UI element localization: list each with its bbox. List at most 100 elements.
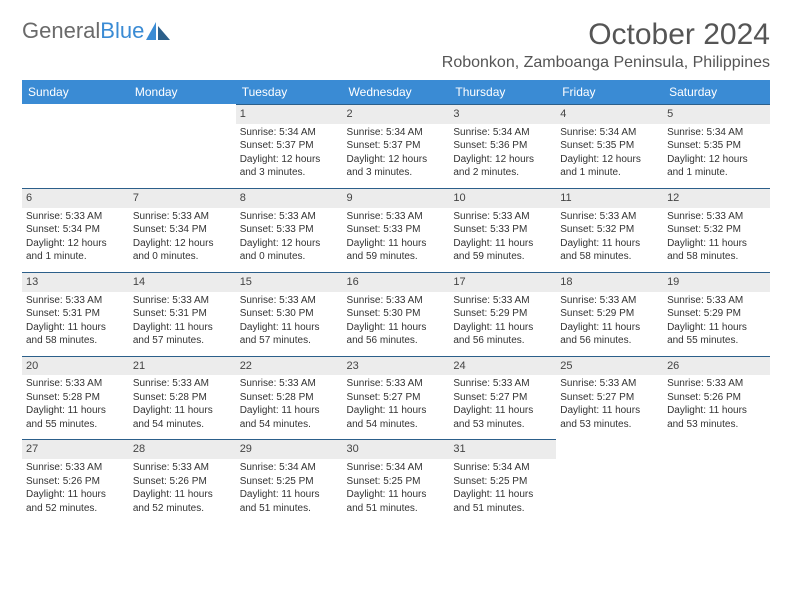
sunrise-text: Sunrise: 5:33 AM [453,210,552,224]
day-number: 28 [129,439,236,459]
daylight-text: Daylight: 12 hours and 1 minute. [667,153,766,180]
sunset-text: Sunset: 5:31 PM [133,307,232,321]
day-cell: 4Sunrise: 5:34 AMSunset: 5:35 PMDaylight… [556,104,663,188]
day-cell: 20Sunrise: 5:33 AMSunset: 5:28 PMDayligh… [22,356,129,440]
day-cell: 5Sunrise: 5:34 AMSunset: 5:35 PMDaylight… [663,104,770,188]
sunset-text: Sunset: 5:33 PM [347,223,446,237]
daylight-text: Daylight: 11 hours and 54 minutes. [240,404,339,431]
day-cell: 29Sunrise: 5:34 AMSunset: 5:25 PMDayligh… [236,439,343,523]
day-number: 10 [449,188,556,208]
sunrise-text: Sunrise: 5:33 AM [240,377,339,391]
calendar-body: 1Sunrise: 5:34 AMSunset: 5:37 PMDaylight… [22,104,770,523]
day-cell: 22Sunrise: 5:33 AMSunset: 5:28 PMDayligh… [236,356,343,440]
sunrise-text: Sunrise: 5:33 AM [240,210,339,224]
dow-saturday: Saturday [663,80,770,104]
day-cell: 8Sunrise: 5:33 AMSunset: 5:33 PMDaylight… [236,188,343,272]
sunrise-text: Sunrise: 5:33 AM [560,377,659,391]
sunrise-text: Sunrise: 5:34 AM [240,126,339,140]
calendar-week-row: 6Sunrise: 5:33 AMSunset: 5:34 PMDaylight… [22,188,770,272]
sunrise-text: Sunrise: 5:33 AM [26,377,125,391]
sunset-text: Sunset: 5:28 PM [26,391,125,405]
day-cell: 2Sunrise: 5:34 AMSunset: 5:37 PMDaylight… [343,104,450,188]
sunset-text: Sunset: 5:28 PM [240,391,339,405]
day-number: 12 [663,188,770,208]
day-number: 17 [449,272,556,292]
sunset-text: Sunset: 5:29 PM [560,307,659,321]
dow-friday: Friday [556,80,663,104]
dow-sunday: Sunday [22,80,129,104]
day-cell [129,104,236,188]
sunset-text: Sunset: 5:25 PM [240,475,339,489]
daylight-text: Daylight: 11 hours and 52 minutes. [133,488,232,515]
daylight-text: Daylight: 12 hours and 1 minute. [26,237,125,264]
sunset-text: Sunset: 5:32 PM [667,223,766,237]
calendar-week-row: 20Sunrise: 5:33 AMSunset: 5:28 PMDayligh… [22,356,770,440]
daylight-text: Daylight: 11 hours and 58 minutes. [26,321,125,348]
logo-text-part1: General [22,18,100,44]
sunrise-text: Sunrise: 5:33 AM [453,377,552,391]
calendar-table: Sunday Monday Tuesday Wednesday Thursday… [22,80,770,523]
daylight-text: Daylight: 11 hours and 56 minutes. [560,321,659,348]
day-cell: 19Sunrise: 5:33 AMSunset: 5:29 PMDayligh… [663,272,770,356]
sunrise-text: Sunrise: 5:33 AM [133,377,232,391]
sunrise-text: Sunrise: 5:33 AM [667,377,766,391]
month-title: October 2024 [442,18,770,52]
day-number: 6 [22,188,129,208]
sunrise-text: Sunrise: 5:33 AM [347,294,446,308]
daylight-text: Daylight: 11 hours and 55 minutes. [667,321,766,348]
day-number: 3 [449,104,556,124]
logo-text-part2: Blue [100,18,144,44]
sunset-text: Sunset: 5:28 PM [133,391,232,405]
day-cell [22,104,129,188]
day-number: 21 [129,356,236,376]
daylight-text: Daylight: 11 hours and 58 minutes. [667,237,766,264]
day-cell: 28Sunrise: 5:33 AMSunset: 5:26 PMDayligh… [129,439,236,523]
day-number: 9 [343,188,450,208]
sunset-text: Sunset: 5:35 PM [667,139,766,153]
day-number: 27 [22,439,129,459]
day-number: 15 [236,272,343,292]
sunrise-text: Sunrise: 5:33 AM [26,461,125,475]
day-number: 13 [22,272,129,292]
sunset-text: Sunset: 5:31 PM [26,307,125,321]
day-cell [663,439,770,523]
day-number: 25 [556,356,663,376]
day-cell [556,439,663,523]
sunset-text: Sunset: 5:25 PM [453,475,552,489]
sunrise-text: Sunrise: 5:33 AM [347,210,446,224]
daylight-text: Daylight: 11 hours and 53 minutes. [453,404,552,431]
daylight-text: Daylight: 11 hours and 58 minutes. [560,237,659,264]
day-cell: 16Sunrise: 5:33 AMSunset: 5:30 PMDayligh… [343,272,450,356]
sunrise-text: Sunrise: 5:33 AM [560,210,659,224]
daylight-text: Daylight: 11 hours and 54 minutes. [133,404,232,431]
day-cell: 9Sunrise: 5:33 AMSunset: 5:33 PMDaylight… [343,188,450,272]
daylight-text: Daylight: 12 hours and 0 minutes. [240,237,339,264]
day-cell: 18Sunrise: 5:33 AMSunset: 5:29 PMDayligh… [556,272,663,356]
sunrise-text: Sunrise: 5:33 AM [667,294,766,308]
day-cell: 26Sunrise: 5:33 AMSunset: 5:26 PMDayligh… [663,356,770,440]
daylight-text: Daylight: 11 hours and 53 minutes. [560,404,659,431]
day-cell: 23Sunrise: 5:33 AMSunset: 5:27 PMDayligh… [343,356,450,440]
day-number: 19 [663,272,770,292]
sunset-text: Sunset: 5:33 PM [453,223,552,237]
sunset-text: Sunset: 5:25 PM [347,475,446,489]
day-number: 20 [22,356,129,376]
sunrise-text: Sunrise: 5:33 AM [453,294,552,308]
day-cell: 31Sunrise: 5:34 AMSunset: 5:25 PMDayligh… [449,439,556,523]
day-cell: 7Sunrise: 5:33 AMSunset: 5:34 PMDaylight… [129,188,236,272]
daylight-text: Daylight: 11 hours and 51 minutes. [453,488,552,515]
sunset-text: Sunset: 5:30 PM [240,307,339,321]
daylight-text: Daylight: 12 hours and 2 minutes. [453,153,552,180]
day-number: 2 [343,104,450,124]
header: GeneralBlue October 2024 Robonkon, Zambo… [22,18,770,72]
calendar-week-row: 27Sunrise: 5:33 AMSunset: 5:26 PMDayligh… [22,439,770,523]
daylight-text: Daylight: 11 hours and 52 minutes. [26,488,125,515]
sunset-text: Sunset: 5:33 PM [240,223,339,237]
day-cell: 27Sunrise: 5:33 AMSunset: 5:26 PMDayligh… [22,439,129,523]
sunrise-text: Sunrise: 5:33 AM [26,210,125,224]
day-cell: 24Sunrise: 5:33 AMSunset: 5:27 PMDayligh… [449,356,556,440]
dow-monday: Monday [129,80,236,104]
calendar-week-row: 1Sunrise: 5:34 AMSunset: 5:37 PMDaylight… [22,104,770,188]
sunset-text: Sunset: 5:26 PM [133,475,232,489]
daylight-text: Daylight: 11 hours and 53 minutes. [667,404,766,431]
